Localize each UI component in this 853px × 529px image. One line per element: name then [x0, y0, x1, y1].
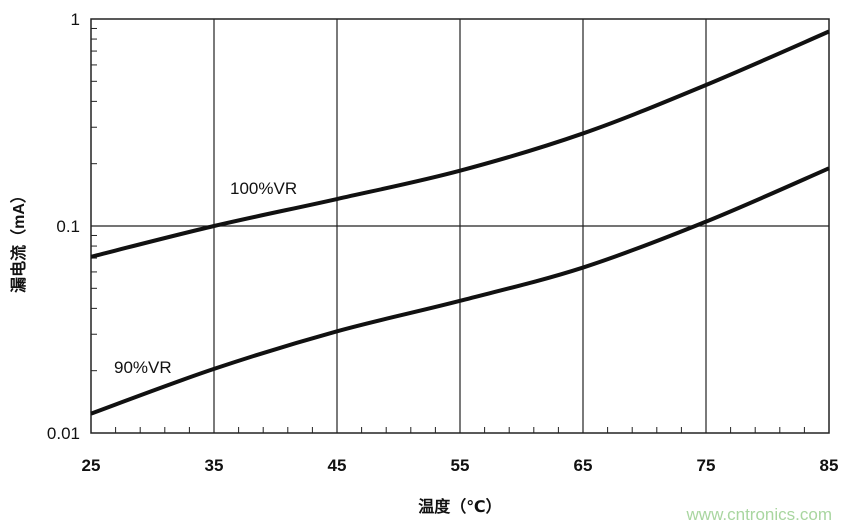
x-tick-label: 85 — [820, 456, 839, 475]
watermark: www.cntronics.com — [686, 505, 832, 524]
x-tick-label: 65 — [574, 456, 593, 475]
series-label-100: 100%VR — [230, 179, 297, 198]
minor-ticks — [91, 27, 805, 433]
x-tick-label: 75 — [697, 456, 716, 475]
plot-frame — [90, 18, 830, 434]
x-tick-labels: 25 35 45 55 65 75 85 — [82, 456, 839, 475]
y-axis-label: 漏电流（mA） — [9, 187, 28, 293]
x-axis-label: 温度（℃） — [417, 497, 501, 516]
y-tick-label: 0.01 — [47, 424, 80, 443]
series-label-90: 90%VR — [114, 358, 172, 377]
x-tick-label: 45 — [328, 456, 347, 475]
series-lines — [90, 29, 830, 416]
y-tick-labels: 0.01 0.1 1 — [47, 10, 80, 443]
series-line-100 — [90, 29, 830, 259]
y-tick-label: 1 — [71, 10, 80, 29]
y-tick-label: 0.1 — [56, 217, 80, 236]
x-tick-label: 25 — [82, 456, 101, 475]
x-tick-label: 55 — [451, 456, 470, 475]
x-tick-label: 35 — [205, 456, 224, 475]
series-line-90 — [90, 166, 830, 416]
